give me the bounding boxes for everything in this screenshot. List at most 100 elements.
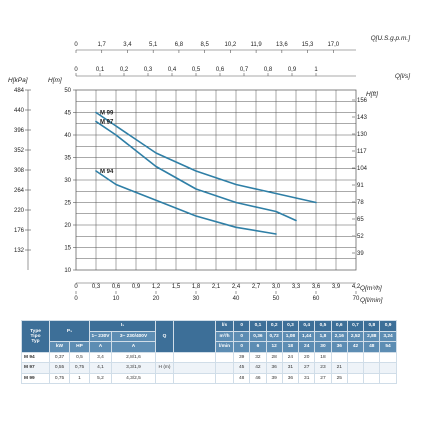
left-axis-kpa-tick-label: 176 (14, 228, 25, 234)
head-value-cell (346, 372, 365, 384)
head-value-cell: 21 (330, 362, 348, 374)
unit-spacer-cell (215, 351, 235, 363)
head-value-cell: 36 (281, 372, 300, 384)
top-axis-tick-label: 6,8 (175, 42, 184, 48)
q-m3h-7: 2,52 (346, 330, 365, 342)
left-axis-kpa-tick-label: 440 (14, 108, 25, 114)
q-ls-0: 0 (233, 320, 251, 332)
bottom-axis-tick-label: 3,9 (332, 284, 341, 290)
blank-cell (173, 351, 217, 363)
top-axis2-tick-label: 0,6 (216, 67, 225, 73)
bottom-axis2-tick-label: 30 (193, 296, 200, 302)
top-axis-tick-label: 13,6 (276, 42, 288, 48)
head-value-cell (330, 351, 348, 363)
i1-400v-cell: 3,3/1,9 (110, 362, 157, 374)
type-cell: M 99 (21, 372, 50, 384)
bottom-axis-tick-label: 0,6 (112, 284, 121, 290)
top-axis2-tick-label: 0,8 (264, 67, 273, 73)
hp-cell: 0,75 (69, 362, 90, 374)
a-header-2: A (110, 341, 157, 353)
right-axis-ft-title: H[ft] (366, 91, 378, 98)
left-axis-kpa-tick-label: 132 (14, 248, 25, 254)
i1-400v-cell: 4,3/2,5 (110, 372, 157, 384)
head-value-cell: 28 (265, 351, 283, 363)
left-axis-kpa-tick-label: 264 (14, 188, 25, 194)
q-m3h-4: 1,44 (298, 330, 316, 342)
bottom-axis2-tick-label: 0 (74, 296, 78, 302)
head-value-cell (379, 351, 397, 363)
top-axis2-tick-label: 0,3 (144, 67, 153, 73)
i1-230v-cell: 5,2 (89, 372, 112, 384)
plot-axes: 5045403530252015104844403963523082642201… (14, 42, 368, 302)
bottom-axis2-tick-label: 10 (113, 296, 120, 302)
bottom-axis2-tick-label: 70 (353, 296, 360, 302)
head-value-cell: 39 (233, 351, 251, 363)
top-axis-tick-label: 15,3 (302, 42, 314, 48)
unit-spacer-cell (215, 372, 235, 384)
top-axis2-tick-label: 0,5 (192, 67, 201, 73)
head-value-cell: 23 (314, 362, 332, 374)
left-axis-kpa-tick-label: 352 (14, 148, 25, 154)
top-axis-tick-label: 11,9 (250, 42, 262, 48)
head-value-cell: 20 (298, 351, 316, 363)
plot-grid (75, 89, 357, 271)
head-value-cell: 39 (265, 372, 283, 384)
q-m3h-8: 2,88 (363, 330, 381, 342)
q-m3h-0: 0 (233, 330, 251, 342)
head-value-cell: 45 (233, 362, 251, 374)
right-axis-ft-tick-label: 65 (357, 217, 364, 223)
table-row: M 94 0,37 0,5 3,4 2,8/1,6 39 32 28 24 20 18 (21, 351, 413, 363)
i1-400v-header: 3~ 230/400V (110, 330, 157, 342)
left-axis-m-title: H[m] (48, 77, 62, 84)
right-axis-ft-tick-label: 91 (357, 183, 364, 189)
q-lmin-6: 36 (330, 341, 348, 353)
hp-header: HP (69, 341, 90, 353)
bottom-axis-tick-label: 0 (74, 284, 78, 290)
unit-m3h: m³/h (215, 330, 235, 342)
left-axis-m-tick-label: 40 (64, 133, 71, 139)
q-lmin-1: 6 (249, 341, 267, 353)
right-axis-ft-tick-label: 78 (357, 200, 364, 206)
bottom-axis-tick-label: 2,4 (232, 284, 241, 290)
table-row: M 97 0,55 0,75 4,1 3,3/1,9 H (m) 45 42 36 31 27 23 2… (21, 362, 413, 374)
blank-cell (173, 372, 217, 384)
blank-cell (173, 362, 217, 374)
q-lmin-8: 48 (363, 341, 381, 353)
bottom-axis-title: Q[m³/h] (360, 285, 382, 292)
kw-cell: 0,55 (49, 362, 70, 374)
left-axis-kpa-title: H[kPa] (8, 77, 28, 84)
top-axis-tick-label: 3,4 (123, 42, 132, 48)
head-value-cell (363, 351, 381, 363)
unit-lmin: l/min (215, 341, 235, 353)
left-axis-m-tick-label: 45 (64, 111, 71, 117)
q-lmin-4: 24 (298, 341, 316, 353)
head-value-cell: 27 (298, 362, 316, 374)
q-ls-4: 0,4 (298, 320, 316, 332)
head-value-cell: 32 (249, 351, 267, 363)
left-axis-m-tick-label: 50 (64, 88, 71, 94)
q-ls-2: 0,2 (265, 320, 283, 332)
q-m3h-5: 1,8 (314, 330, 332, 342)
a-header-1: A (89, 341, 112, 353)
head-value-cell: 18 (314, 351, 332, 363)
left-axis-kpa-tick-label: 484 (14, 88, 25, 94)
left-axis-m-tick-label: 10 (64, 268, 71, 274)
head-value-cell (346, 362, 365, 374)
right-axis-ft-tick-label: 156 (357, 98, 368, 104)
head-value-cell: 31 (298, 372, 316, 384)
left-axis-m-tick-label: 35 (64, 156, 71, 162)
head-value-cell (363, 372, 381, 384)
i1-230v-cell: 3,4 (89, 351, 112, 363)
q-lmin-5: 30 (314, 341, 332, 353)
top-axis2-tick-label: 0,7 (240, 67, 249, 73)
q-ls-8: 0,8 (363, 320, 381, 332)
bottom-axis-tick-label: 0,9 (132, 284, 141, 290)
top-axis-tick-label: 10,2 (225, 42, 237, 48)
head-value-cell: 42 (249, 362, 267, 374)
top-axis2-tick-label: 0,9 (288, 67, 297, 73)
hp-cell: 1 (69, 372, 90, 384)
top-axis-tick-label: 17,0 (327, 42, 339, 48)
p1-header: P₁ (49, 320, 90, 342)
bottom-axis-tick-label: 3,6 (312, 284, 321, 290)
bottom-axis-tick-label: 2,7 (252, 284, 261, 290)
